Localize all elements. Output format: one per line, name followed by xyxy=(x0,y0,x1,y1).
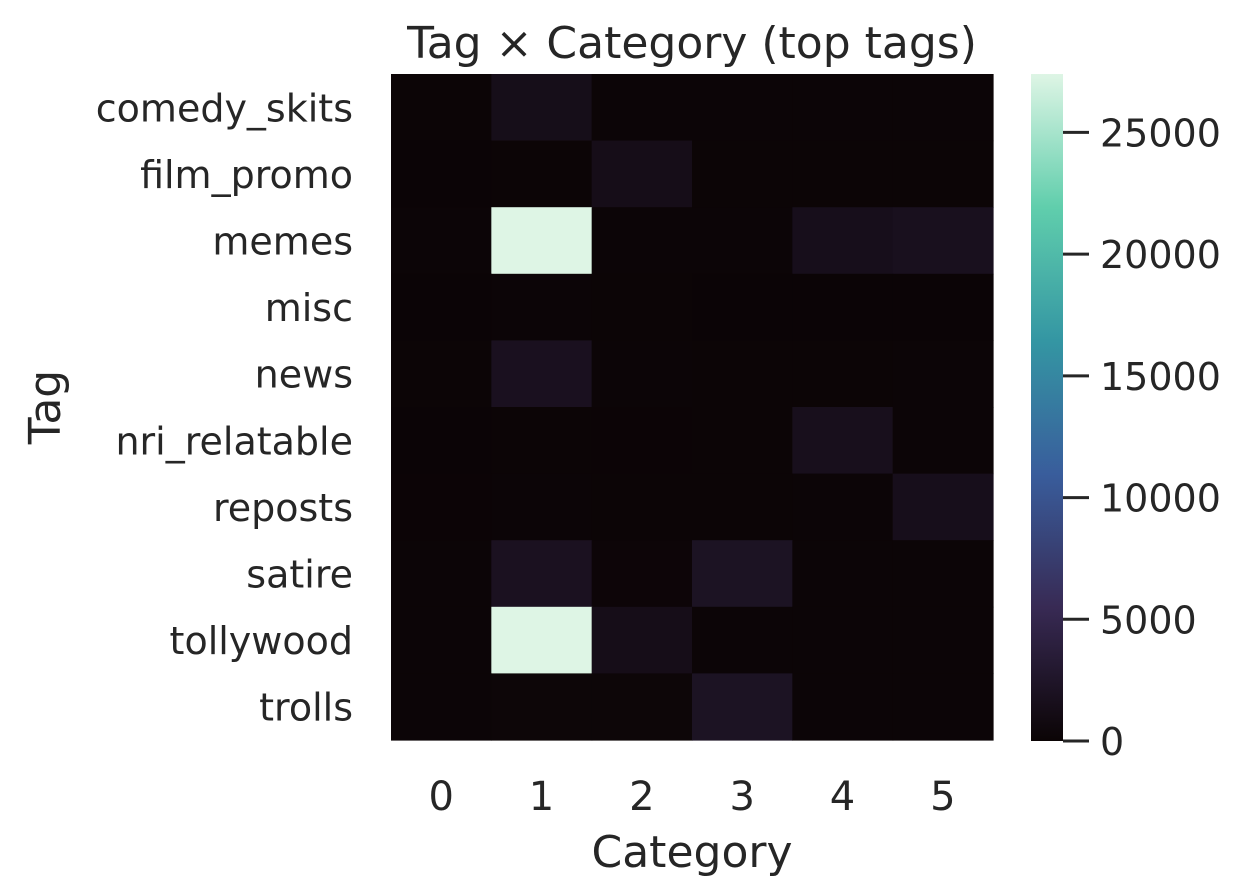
heatmap-cells xyxy=(391,74,994,741)
heatmap-cell xyxy=(591,140,693,208)
heatmap-cell xyxy=(692,273,793,341)
heatmap-cell xyxy=(892,207,994,275)
heatmap-cell xyxy=(391,340,492,408)
heatmap-cell xyxy=(391,673,492,741)
heatmap-cell xyxy=(792,606,894,674)
heatmap-cell xyxy=(892,606,994,674)
heatmap-cell xyxy=(692,407,793,475)
heatmap-cell xyxy=(591,540,693,608)
colorbar-tick-label: 5000 xyxy=(1100,598,1197,642)
heatmap-cell xyxy=(692,473,793,541)
heatmap-cell xyxy=(692,606,793,674)
heatmap-cell xyxy=(591,673,693,741)
heatmap-cell xyxy=(491,340,593,408)
chart-title: Tag × Category (top tags) xyxy=(406,18,977,69)
heatmap-cell xyxy=(792,74,894,142)
y-tick-label: tollywood xyxy=(170,619,353,663)
heatmap-cell xyxy=(892,140,994,208)
heatmap-cell xyxy=(792,407,894,475)
heatmap-cell xyxy=(591,273,693,341)
heatmap-cell xyxy=(892,340,994,408)
heatmap-cell xyxy=(391,140,492,208)
y-tick-label: comedy_skits xyxy=(96,86,353,130)
heatmap-cell xyxy=(591,473,693,541)
colorbar-tick-label: 15000 xyxy=(1100,355,1221,399)
y-tick-label: satire xyxy=(246,553,353,597)
heatmap-cell xyxy=(391,473,492,541)
colorbar-tick-label: 20000 xyxy=(1100,233,1221,277)
colorbar-ticks: 0 5000 10000 15000 20000 25000 xyxy=(1063,111,1221,764)
heatmap-cell xyxy=(692,340,793,408)
heatmap-cell xyxy=(792,140,894,208)
heatmap-cell xyxy=(491,407,593,475)
heatmap-cell xyxy=(792,673,894,741)
heatmap-cell xyxy=(491,473,593,541)
heatmap-cell xyxy=(692,140,793,208)
heatmap-cell xyxy=(391,74,492,142)
x-tick-label: 0 xyxy=(428,774,453,820)
x-tick-label: 5 xyxy=(930,774,955,820)
colorbar-tick-label: 10000 xyxy=(1100,477,1221,521)
heatmap-cell xyxy=(391,207,492,275)
heatmap-cell xyxy=(692,207,793,275)
heatmap-cell xyxy=(792,273,894,341)
heatmap-cell xyxy=(491,273,593,341)
x-tick-labels: 0 1 2 3 4 5 xyxy=(428,774,955,820)
heatmap-cell xyxy=(491,540,593,608)
heatmap-cell xyxy=(892,407,994,475)
y-tick-label: trolls xyxy=(259,686,353,730)
heatmap-cell xyxy=(692,74,793,142)
heatmap-cell xyxy=(892,273,994,341)
heatmap-cell xyxy=(692,540,793,608)
heatmap-cell xyxy=(591,407,693,475)
heatmap-cell xyxy=(792,340,894,408)
y-tick-label: memes xyxy=(212,220,353,264)
y-tick-label: misc xyxy=(265,286,353,330)
colorbar-tick-label: 0 xyxy=(1100,720,1124,764)
x-tick-label: 4 xyxy=(830,774,855,820)
y-axis-label: Tag xyxy=(20,370,71,446)
x-tick-label: 3 xyxy=(729,774,754,820)
heatmap-cell xyxy=(491,207,593,275)
heatmap-cell xyxy=(591,606,693,674)
heatmap-cell xyxy=(792,473,894,541)
x-tick-label: 1 xyxy=(529,774,554,820)
y-tick-label: film_promo xyxy=(140,153,353,197)
heatmap-cell xyxy=(491,74,593,142)
heatmap-cell xyxy=(391,273,492,341)
heatmap-cell xyxy=(391,606,492,674)
heatmap-cell xyxy=(892,540,994,608)
heatmap-cell xyxy=(892,673,994,741)
heatmap-cell xyxy=(491,140,593,208)
y-tick-label: nri_relatable xyxy=(115,419,353,463)
heatmap-cell xyxy=(792,540,894,608)
heatmap-cell xyxy=(892,473,994,541)
heatmap-cell xyxy=(391,540,492,608)
y-tick-label: reposts xyxy=(213,486,353,530)
x-axis-label: Category xyxy=(592,827,793,878)
heatmap-cell xyxy=(491,606,593,674)
colorbar xyxy=(1031,74,1063,741)
heatmap-cell xyxy=(591,74,693,142)
x-tick-label: 2 xyxy=(629,774,654,820)
colorbar-tick-label: 25000 xyxy=(1100,111,1221,155)
heatmap-cell xyxy=(591,340,693,408)
heatmap-cell xyxy=(591,207,693,275)
heatmap-cell xyxy=(692,673,793,741)
heatmap-cell xyxy=(892,74,994,142)
y-tick-label: news xyxy=(255,353,353,397)
heatmap-cell xyxy=(391,407,492,475)
heatmap-cell xyxy=(491,673,593,741)
heatmap-cell xyxy=(792,207,894,275)
